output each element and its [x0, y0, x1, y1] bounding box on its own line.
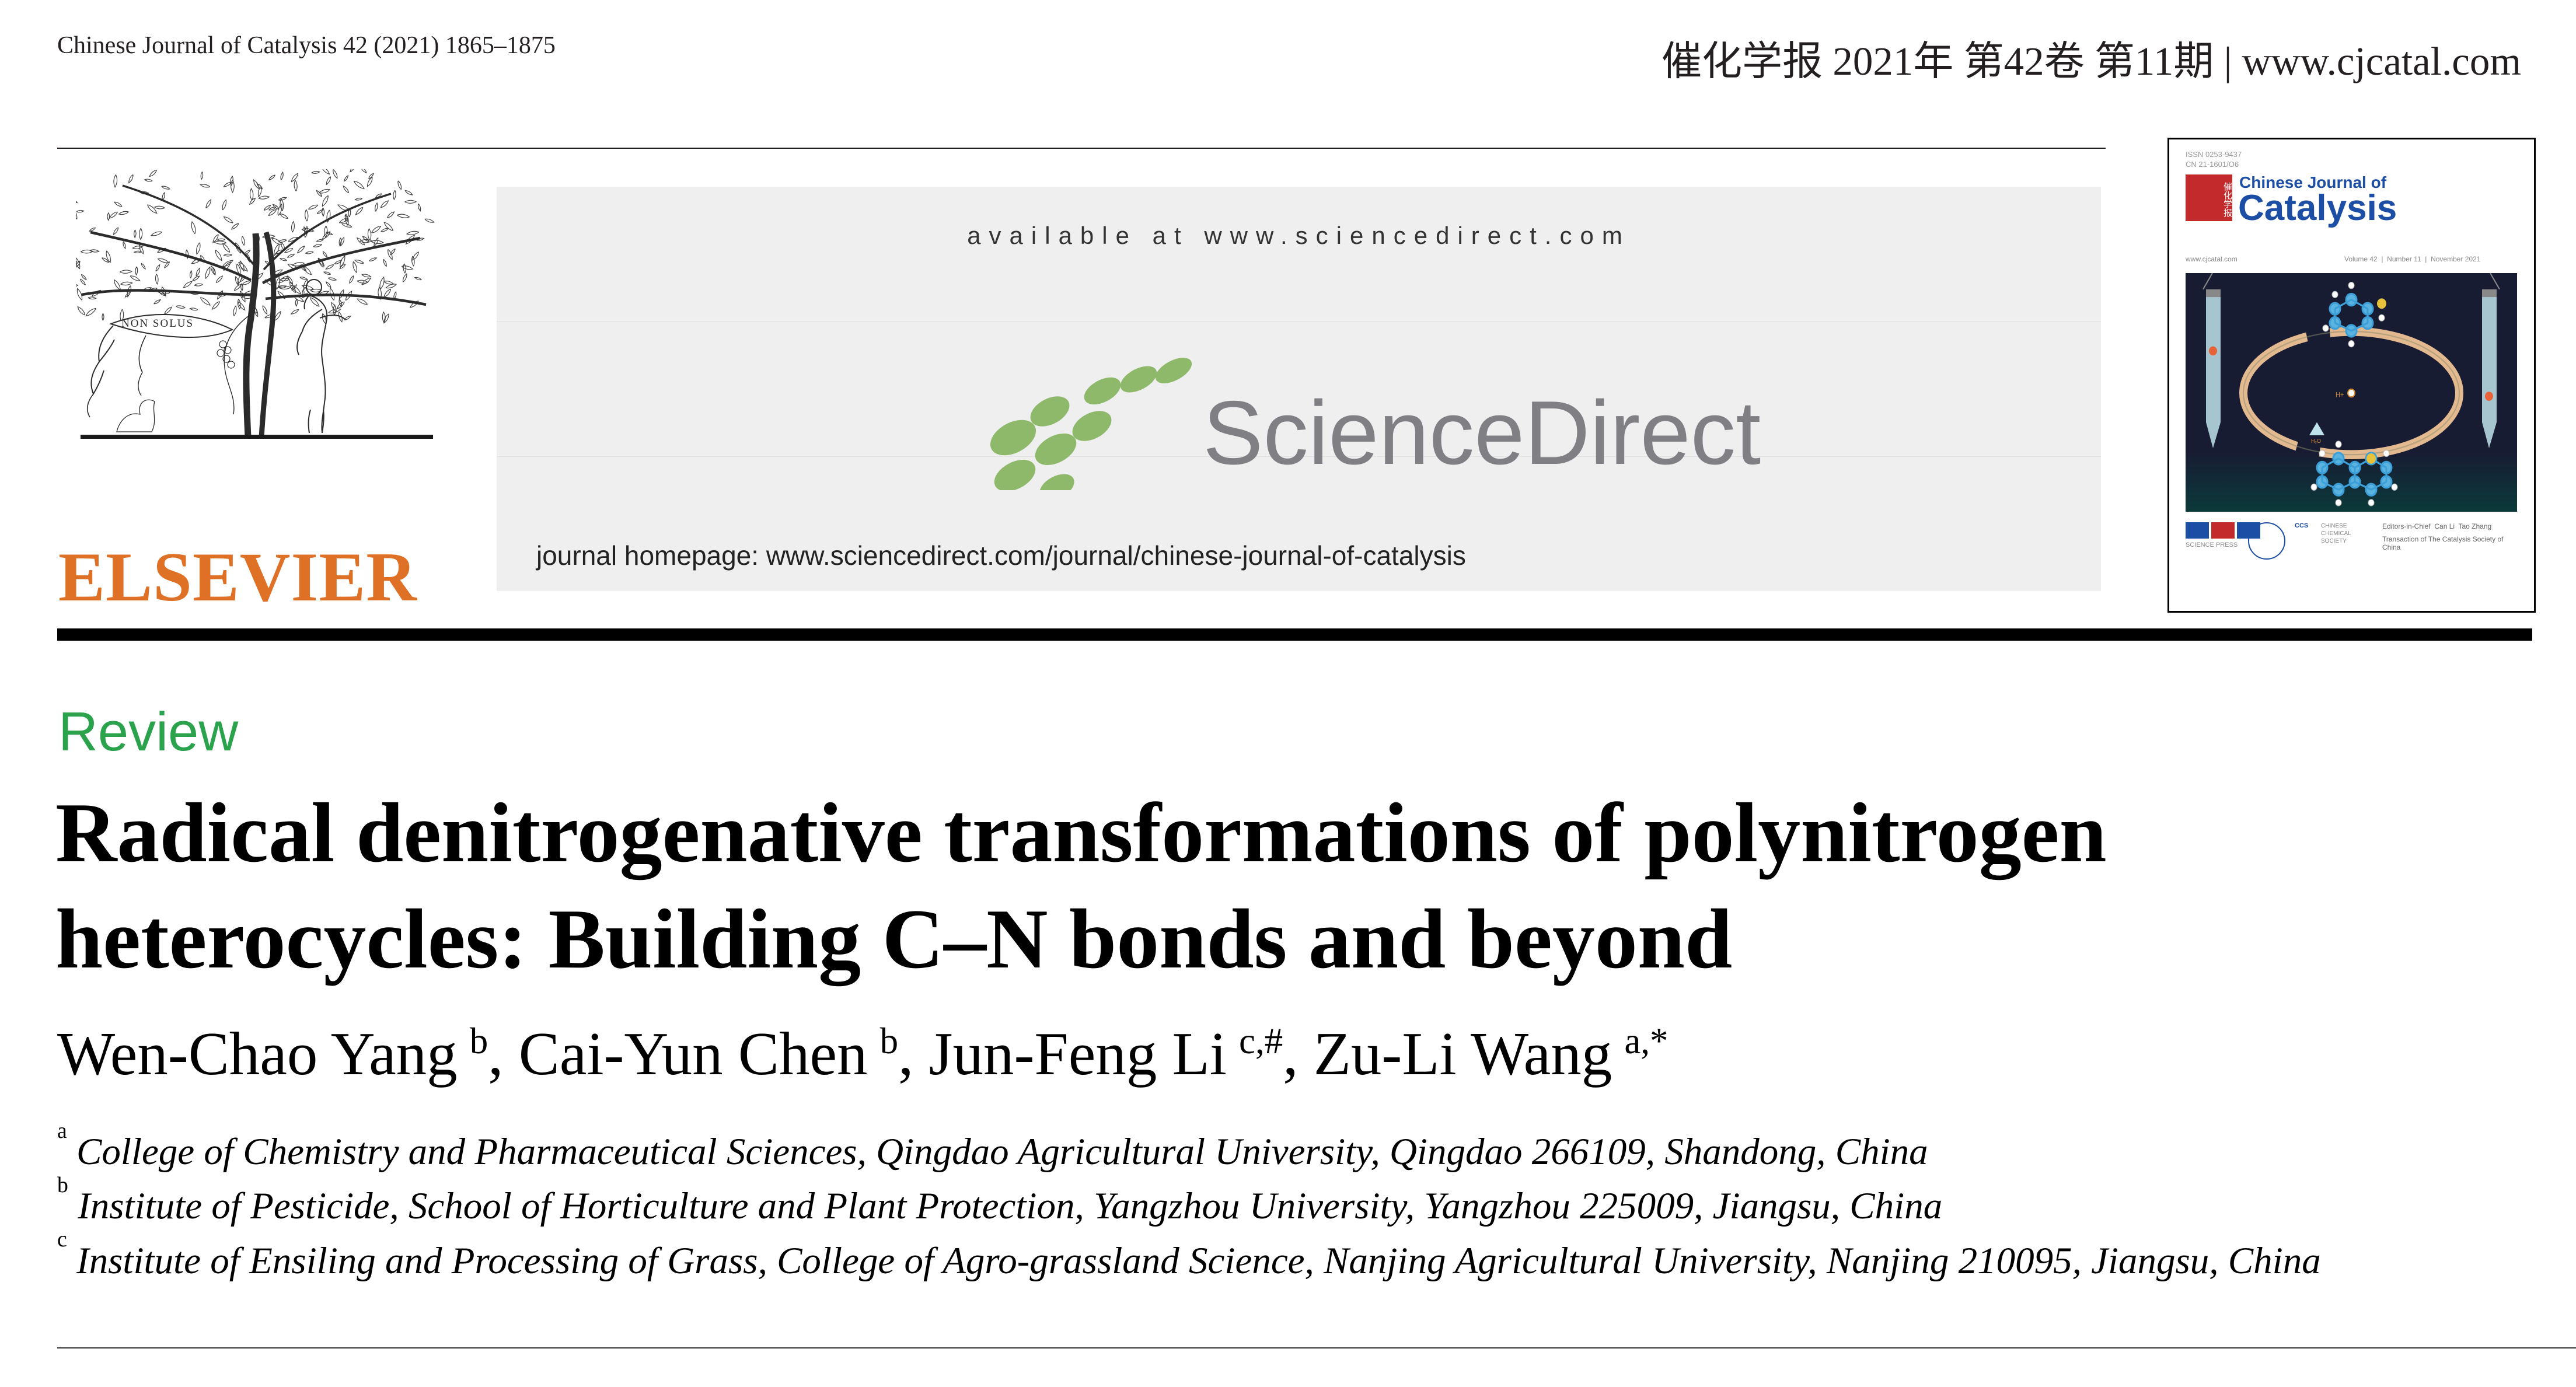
svg-text:H₂O: H₂O: [2311, 438, 2321, 445]
svg-text:ScienceDirect: ScienceDirect: [1203, 382, 1761, 483]
svg-text:NON SOLUS: NON SOLUS: [121, 317, 194, 330]
svg-text:H+: H+: [2336, 391, 2344, 399]
